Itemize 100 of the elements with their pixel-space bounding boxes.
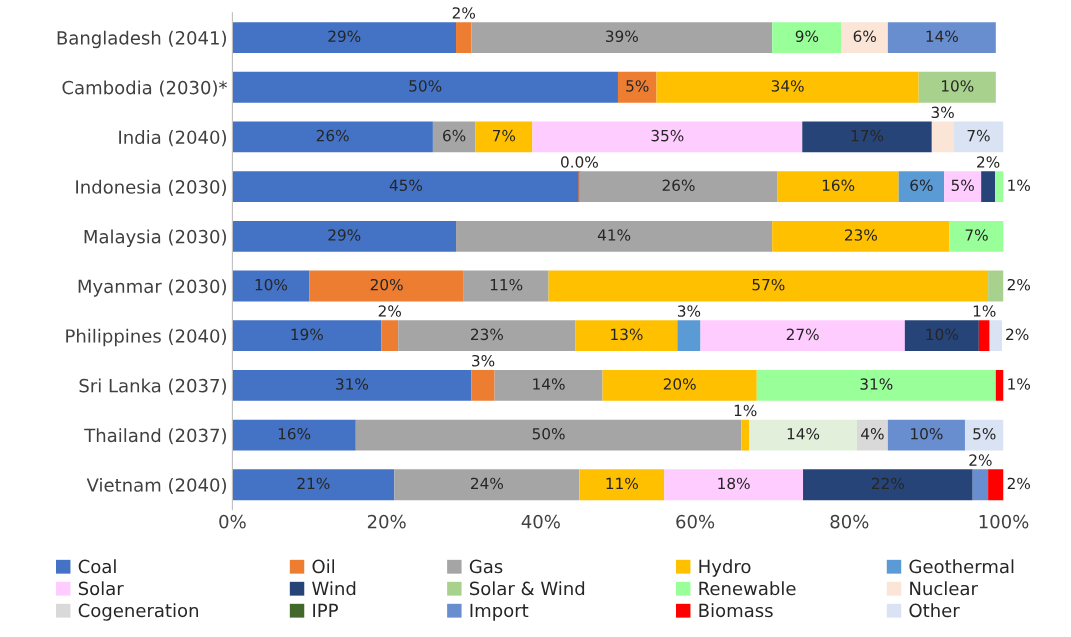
y-tick-label: India (2040) [119,130,226,147]
data-label: 34% [771,80,804,92]
bar [803,469,973,501]
bar [989,320,1002,352]
data-label: 57% [752,278,785,291]
bar [949,220,1004,252]
bar [463,270,549,302]
bar [995,369,1004,401]
data-label: 10% [911,427,943,440]
data-label: 26% [316,129,349,142]
bar [887,22,996,53]
data-label: 10% [255,278,288,291]
legend-label: Nuclear [910,581,978,596]
legend-label: Wind [312,581,356,596]
legend-label: Gas [469,559,503,574]
data-label: 10% [941,80,974,92]
bar [232,71,618,103]
data-label: 1% [973,305,996,317]
bar [355,419,742,451]
data-label: 3% [931,106,954,119]
bar [988,469,1004,501]
data-label: 0.0% [561,156,598,168]
data-label: 20% [370,278,403,291]
data-label: 16% [822,179,855,192]
legend-label: Cogeneration [78,603,198,621]
bar [972,469,989,501]
bar [741,419,750,451]
bar [887,419,965,451]
data-label: 13% [611,328,643,341]
data-label: 22% [872,477,904,490]
data-label: 31% [336,378,369,390]
bar [398,320,576,352]
bar [432,121,476,153]
bar [456,220,773,252]
x-tick-label: 60% [676,514,715,529]
data-label: 2% [378,305,401,317]
bar [700,320,905,352]
data-label: 41% [597,229,631,241]
data-label: 1% [1008,179,1031,192]
bar [904,320,979,352]
data-label: 29% [328,229,361,241]
data-label: 2% [1007,477,1031,490]
bar [232,171,580,203]
bar [918,71,996,103]
y-tick-label: Vietnam (2040) [86,477,226,494]
bar [964,419,1004,451]
data-label: 14% [926,30,958,43]
data-label: 29% [328,30,361,43]
data-label: 17% [851,129,884,142]
data-label: 50% [409,80,442,92]
data-label: 5% [626,80,649,92]
data-label: 21% [297,477,330,490]
bar [898,171,945,203]
y-tick-label: Myanmar (2030) [78,279,226,297]
legend-label: Other [909,603,960,618]
bar [232,22,457,53]
y-tick-label: Philippines (2040) [66,328,226,347]
x-tick-label: 100% [979,514,1029,529]
bar [617,71,657,103]
y-tick-label: Bangladesh (2041) [57,30,226,49]
data-label: 1% [1008,378,1031,390]
bar [532,121,803,153]
data-label: 39% [606,30,638,43]
bar [981,171,996,203]
bar [777,171,899,203]
bar [931,121,954,153]
bar [471,369,495,401]
bar [579,469,665,501]
data-label: 2% [1006,328,1029,341]
bar [232,469,395,501]
data-label: 2% [1007,278,1031,291]
bar [978,320,990,352]
data-label: 1% [734,404,757,417]
bar [456,22,472,53]
bar [548,270,989,302]
data-label: 2% [977,156,1000,168]
bar [664,469,804,501]
bar [232,419,356,451]
data-label: 50% [532,427,565,440]
bar [772,22,842,53]
bar [232,270,310,302]
data-label: 27% [786,328,819,341]
bar [749,419,858,451]
bar [309,270,464,302]
data-label: 10% [926,328,958,341]
x-tick-label: 0% [219,514,246,529]
bar [575,320,678,352]
y-tick-label: Thailand (2037) [84,428,226,445]
legend-label: IPP [313,603,338,617]
data-label: 4% [861,427,884,440]
data-label: 2% [969,454,992,466]
bar [381,320,399,352]
data-label: 5% [973,427,996,440]
data-label: 19% [291,328,323,341]
data-label: 6% [853,30,876,43]
data-label: 24% [471,477,504,490]
data-label: 26% [662,179,695,192]
legend-label: Geothermal [909,559,1014,574]
data-label: 16% [278,427,311,440]
data-label: 35% [651,129,684,142]
